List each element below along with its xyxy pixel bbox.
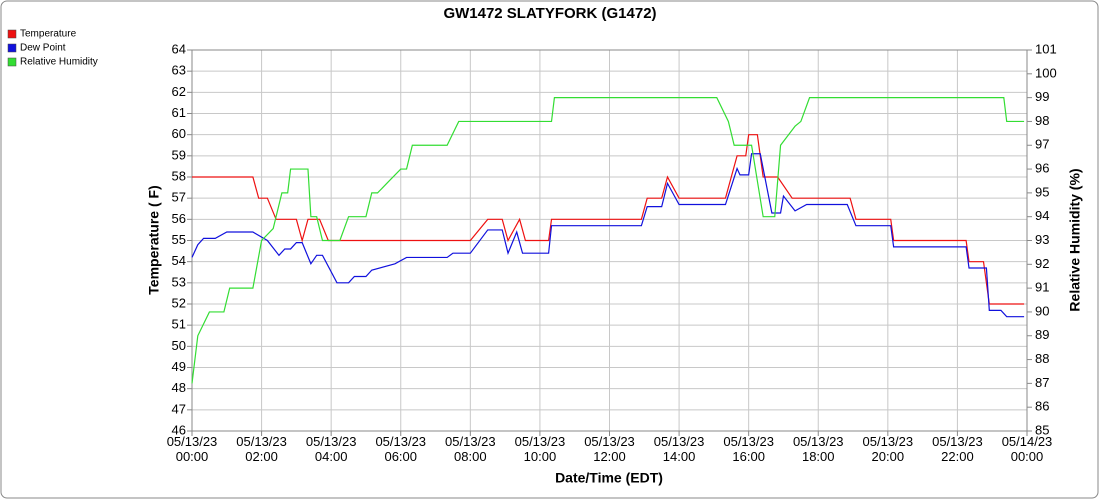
x-tick-label: 05/13/23 02:00 (236, 434, 287, 464)
y2-tick-label: 89 (1035, 327, 1049, 342)
y-tick-label: 63 (172, 63, 186, 78)
x-tick-label: 05/13/23 14:00 (654, 434, 705, 464)
x-tick-label: 05/13/23 20:00 (863, 434, 914, 464)
x-tick-label-line: 05/13/23 (445, 434, 496, 449)
x-tick-label-line: 16:00 (732, 449, 765, 464)
y-tick-label: 56 (172, 211, 186, 226)
y-tick-label: 61 (172, 105, 186, 120)
y2-tick-label: 96 (1035, 161, 1049, 176)
x-tick-label-line: 05/13/23 (654, 434, 705, 449)
x-tick-label: 05/13/23 08:00 (445, 434, 496, 464)
plot-border (191, 49, 1028, 432)
x-tick-label: 05/13/23 04:00 (306, 434, 357, 464)
legend-swatch (7, 43, 17, 53)
x-tick-label-line: 22:00 (941, 449, 974, 464)
y2-tick-label: 88 (1035, 351, 1049, 366)
x-tick-label-line: 00:00 (1011, 449, 1044, 464)
x-tick-label: 05/13/23 00:00 (167, 434, 218, 464)
y2-tick-label: 100 (1035, 65, 1057, 80)
data-line (192, 134, 1025, 305)
y-tick-label: 52 (172, 295, 186, 310)
y2-tick-label: 91 (1035, 280, 1049, 295)
x-tick-label-line: 08:00 (454, 449, 487, 464)
x-tick-label: 05/13/23 18:00 (793, 434, 844, 464)
x-tick-label-line: 05/13/23 (167, 434, 218, 449)
x-tick-label-line: 04:00 (315, 449, 348, 464)
y-tick-label: 58 (172, 168, 186, 183)
data-line (191, 97, 1025, 384)
y2-tick-label: 97 (1035, 137, 1049, 152)
y2-tick-label: 101 (1035, 41, 1057, 56)
y2-tick-label: 98 (1035, 113, 1049, 128)
y2-tick-label: 95 (1035, 184, 1049, 199)
x-tick-label-line: 12:00 (593, 449, 626, 464)
x-tick-label: 05/13/23 12:00 (584, 434, 635, 464)
legend-swatch (7, 57, 17, 67)
y-tick-label: 48 (172, 380, 186, 395)
y-tick-label: 53 (172, 274, 186, 289)
y-tick-label: 51 (172, 317, 186, 332)
y2-tick-label: 85 (1035, 422, 1049, 437)
x-tick-label-line: 05/13/23 (584, 434, 635, 449)
x-tick-label-line: 14:00 (663, 449, 696, 464)
y2-tick-label: 86 (1035, 399, 1049, 414)
x-tick-label-line: 05/13/23 (515, 434, 566, 449)
x-tick-label: 05/13/23 22:00 (932, 434, 983, 464)
x-tick-label-line: 06:00 (384, 449, 417, 464)
legend-swatch (7, 29, 17, 39)
x-axis-title: Date/Time (EDT) (555, 470, 663, 486)
y-axis-title: Temperature ( F) (146, 185, 162, 294)
y-tick-label: 57 (172, 190, 186, 205)
x-tick-label-line: 05/13/23 (375, 434, 426, 449)
y2-tick-label: 94 (1035, 208, 1049, 223)
y2-tick-label: 93 (1035, 232, 1049, 247)
y2-tick-label: 99 (1035, 89, 1049, 104)
x-tick-label-line: 20:00 (872, 449, 905, 464)
y2-tick-label: 92 (1035, 256, 1049, 271)
chart-title: GW1472 SLATYFORK (G1472) (443, 5, 656, 22)
legend-label: Dew Point (20, 43, 66, 54)
x-tick-label-line: 05/13/23 (863, 434, 914, 449)
y-tick-label: 59 (172, 147, 186, 162)
x-tick-label-line: 05/14/23 (1002, 434, 1053, 449)
x-tick-label-line: 05/13/23 (236, 434, 287, 449)
y2-tick-label: 90 (1035, 303, 1049, 318)
y-tick-label: 64 (172, 41, 186, 56)
x-tick-label: 05/13/23 10:00 (515, 434, 566, 464)
y-tick-label: 50 (172, 338, 186, 353)
y-tick-label: 54 (172, 253, 186, 268)
x-tick-label-line: 00:00 (176, 449, 209, 464)
y-tick-label: 62 (172, 84, 186, 99)
x-tick-label-line: 02:00 (245, 449, 278, 464)
legend-label: Relative Humidity (20, 57, 98, 68)
y-tick-label: 60 (172, 126, 186, 141)
x-tick-label-line: 05/13/23 (793, 434, 844, 449)
x-tick-label-line: 05/13/23 (723, 434, 774, 449)
x-tick-label-line: 10:00 (524, 449, 557, 464)
y-tick-label: 55 (172, 232, 186, 247)
y-tick-label: 47 (172, 401, 186, 416)
x-tick-label: 05/13/23 16:00 (723, 434, 774, 464)
data-line (191, 153, 1025, 318)
x-tick-label: 05/14/23 00:00 (1002, 434, 1053, 464)
y-tick-label: 46 (172, 422, 186, 437)
y2-tick-label: 87 (1035, 375, 1049, 390)
x-tick-label: 05/13/23 06:00 (375, 434, 426, 464)
y2-axis-title: Relative Humidity (%) (1067, 168, 1083, 311)
x-tick-label-line: 05/13/23 (306, 434, 357, 449)
x-tick-label-line: 18:00 (802, 449, 835, 464)
x-tick-label-line: 05/13/23 (932, 434, 983, 449)
legend-label: Temperature (20, 29, 77, 40)
y-tick-label: 49 (172, 359, 186, 374)
